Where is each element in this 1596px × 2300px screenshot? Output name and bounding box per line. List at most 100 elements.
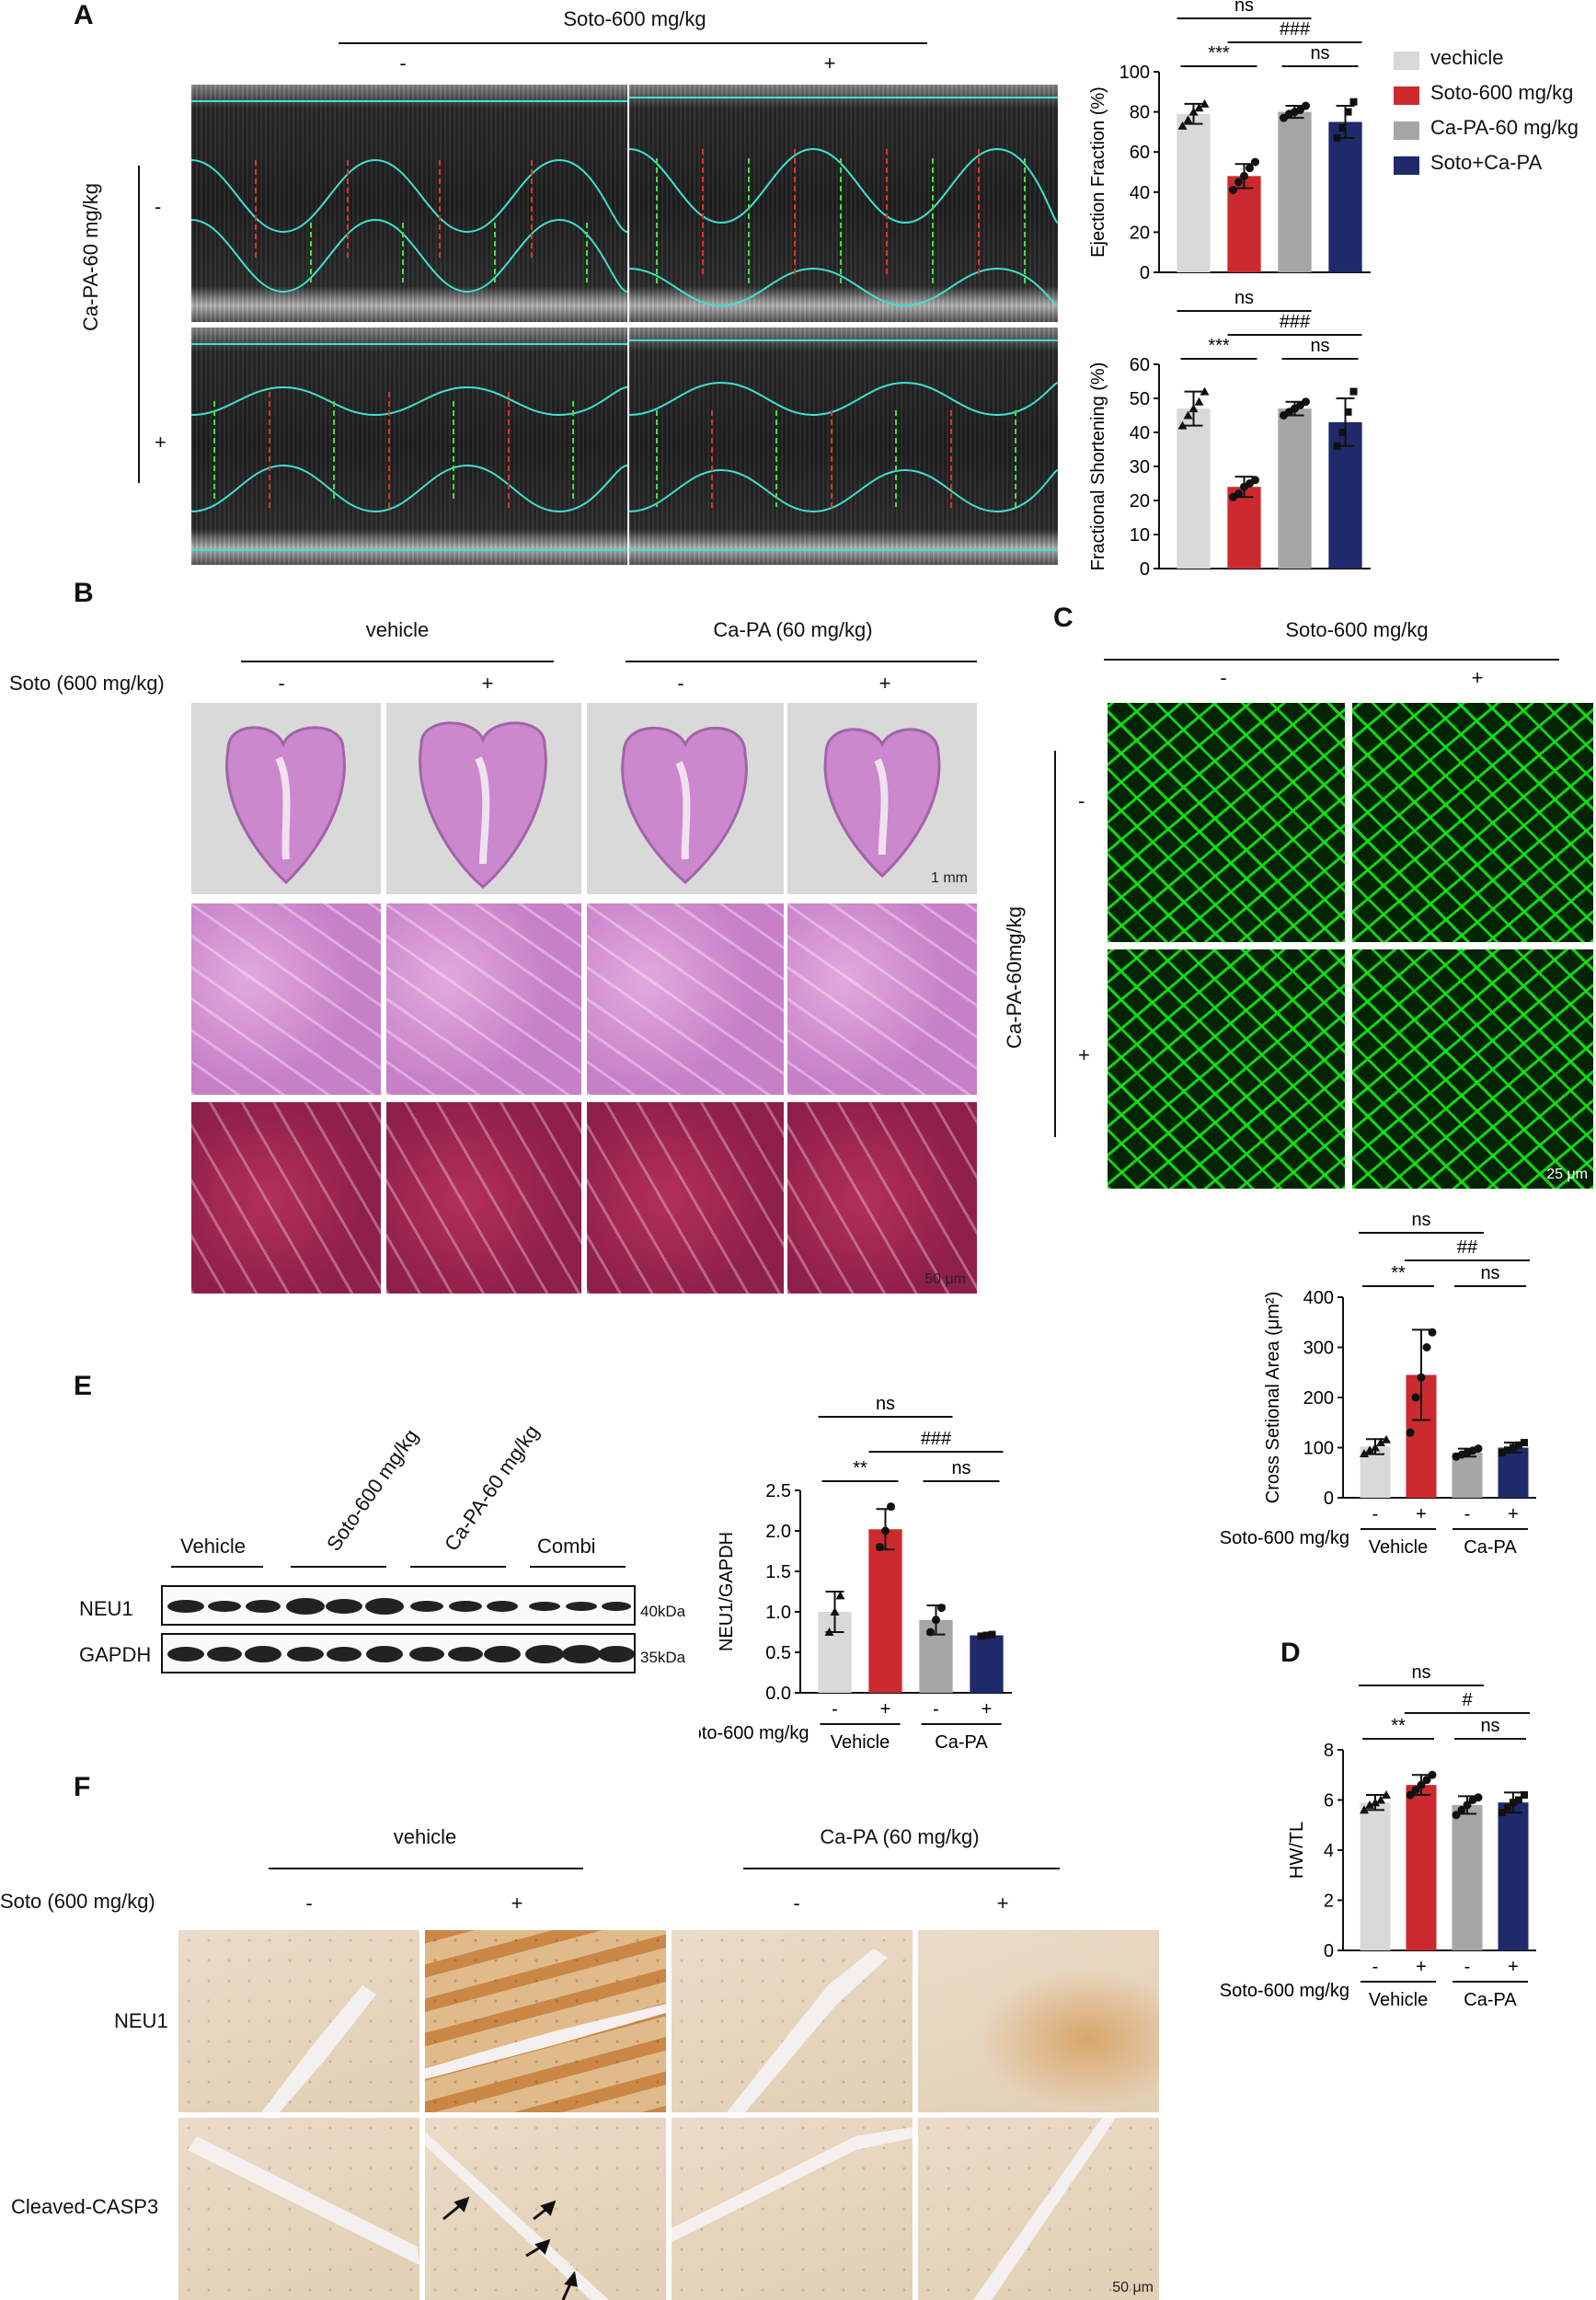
panel-label-f: F — [74, 1772, 91, 1802]
panel-c-col-header: Soto-600 mg/kg — [1285, 618, 1429, 641]
significance-label: ### — [921, 1429, 952, 1449]
ihc-casp3-capa — [672, 2118, 913, 2300]
panel-a-row-header: Ca-PA-60 mg/kg — [79, 183, 102, 331]
data-point — [1411, 1786, 1420, 1795]
data-point — [1417, 1373, 1426, 1382]
data-point — [1417, 1780, 1426, 1789]
group-label-capa: Ca-PA — [935, 1732, 988, 1753]
data-point — [1229, 186, 1237, 195]
bar — [1177, 408, 1211, 569]
y-axis-label: Cross Setional Area (μm²) — [1263, 1292, 1283, 1503]
soto-row-label: Soto-600 mg/kg — [1220, 1981, 1349, 2001]
data-point — [1376, 1438, 1385, 1447]
significance-label: ns — [1480, 1716, 1499, 1736]
significance-label: ** — [1391, 1716, 1406, 1736]
echo-image-capa — [191, 328, 627, 565]
bar — [1498, 1802, 1529, 1950]
panel-f-plus-1: + — [511, 1892, 523, 1915]
y-tick-label: 0 — [1324, 1941, 1334, 1961]
he-section-capa — [587, 903, 784, 1095]
y-tick-label: 30 — [1130, 457, 1150, 477]
data-point — [1504, 1446, 1511, 1455]
y-tick-label: 200 — [1303, 1388, 1334, 1409]
panel-c-row-minus: - — [1078, 789, 1085, 812]
ihc-casp3-combi: 50 μm — [918, 2118, 1159, 2300]
he-section-combi — [787, 903, 977, 1095]
x-tick-label: - — [1372, 1504, 1379, 1524]
data-point — [1521, 1791, 1528, 1800]
chart-hw-tl: 0 2 4 6 8 HW/TL ** ns # ns - + - + Soto-600 mg/kg Vehic… — [1220, 1665, 1536, 2010]
data-point — [1360, 1805, 1369, 1814]
data-point — [1428, 1770, 1437, 1779]
panel-b-minus-2: - — [677, 672, 684, 695]
data-point — [982, 1631, 991, 1639]
x-tick-label: + — [982, 1699, 993, 1719]
ihc-row-casp3: Cleaved-CASP3 — [11, 2195, 159, 2218]
y-tick-label: 20 — [1130, 491, 1150, 512]
significance-label: ns — [876, 1394, 895, 1414]
panel-f-group-vehicle: vehicle — [393, 1825, 457, 1848]
panel-a-col-minus: - — [399, 52, 407, 75]
data-point — [1188, 107, 1199, 116]
y-tick-label: 300 — [1303, 1339, 1334, 1359]
panel-label-b: B — [74, 578, 94, 608]
x-tick-label: - — [933, 1699, 939, 1719]
significance-label: ns — [1234, 293, 1254, 308]
bar — [1278, 408, 1312, 569]
soto-row-label: Soto-600 mg/kg — [1220, 1528, 1349, 1548]
y-tick-label: 20 — [1130, 223, 1150, 243]
group-label-capa: Ca-PA — [1464, 1537, 1517, 1558]
y-tick-label: 40 — [1130, 423, 1150, 443]
data-point — [1344, 408, 1352, 416]
masson-section-soto — [386, 1102, 581, 1294]
panel-label-a: A — [74, 0, 94, 30]
panel-f-plus-2: + — [996, 1892, 1009, 1915]
y-tick-label: 8 — [1324, 1741, 1334, 1761]
significance-label: ns — [1234, 0, 1254, 16]
x-tick-label: + — [1416, 1957, 1427, 1977]
significance-label: ### — [1280, 19, 1311, 40]
significance-label: ### — [1280, 312, 1311, 332]
panel-c-row-plus: + — [1078, 1043, 1090, 1066]
wga-image-combi: 25 μm — [1352, 949, 1593, 1189]
y-tick-label: 40 — [1130, 183, 1150, 203]
data-point — [1200, 386, 1210, 396]
scale-bar-25um: 25 μm — [1546, 1167, 1588, 1182]
he-section-vehicle — [191, 903, 381, 1095]
whole-heart-combi: 1 mm — [787, 703, 977, 894]
panel-b-plus-1: + — [481, 672, 494, 695]
data-point — [1200, 98, 1210, 108]
group-label-vehicle: Vehicle — [1369, 1537, 1429, 1558]
blot-lane-line — [291, 1566, 386, 1568]
legend-label: Ca-PA-60 mg/kg — [1430, 116, 1579, 139]
data-point — [1376, 1795, 1385, 1804]
data-point — [1349, 387, 1358, 396]
data-point — [1333, 133, 1341, 142]
significance-label: ## — [1457, 1237, 1478, 1258]
data-point — [937, 1604, 946, 1613]
legend-swatch — [1394, 86, 1419, 105]
chart-fractional-shortening: 0 10 20 30 40 50 60 Fractional Shortening (%) **… — [1088, 293, 1371, 580]
panel-a-row-line — [138, 166, 140, 483]
significance-label: # — [1462, 1690, 1473, 1710]
y-tick-label: 0.0 — [765, 1684, 791, 1704]
panel-b-line-capa — [626, 661, 977, 662]
panel-a-header-line — [339, 42, 927, 44]
data-point — [1510, 1443, 1517, 1452]
bar — [1406, 1785, 1437, 1950]
bar — [970, 1635, 1004, 1693]
panel-b-line-vehicle — [241, 661, 554, 662]
data-point — [1333, 442, 1341, 450]
data-point — [988, 1630, 996, 1639]
y-tick-label: 50 — [1130, 389, 1150, 409]
y-axis-label: Ejection Fraction (%) — [1088, 86, 1108, 258]
data-point — [1349, 98, 1358, 106]
panel-b-plus-2: + — [878, 672, 891, 695]
significance-label: ns — [1480, 1263, 1499, 1283]
data-point — [1474, 1793, 1483, 1802]
data-point — [1365, 1800, 1374, 1809]
group-label-vehicle: Vehicle — [1369, 1990, 1429, 2010]
significance-label: ns — [1411, 1665, 1430, 1683]
data-point — [1411, 1393, 1420, 1402]
group-label-vehicle: Vehicle — [831, 1732, 890, 1753]
